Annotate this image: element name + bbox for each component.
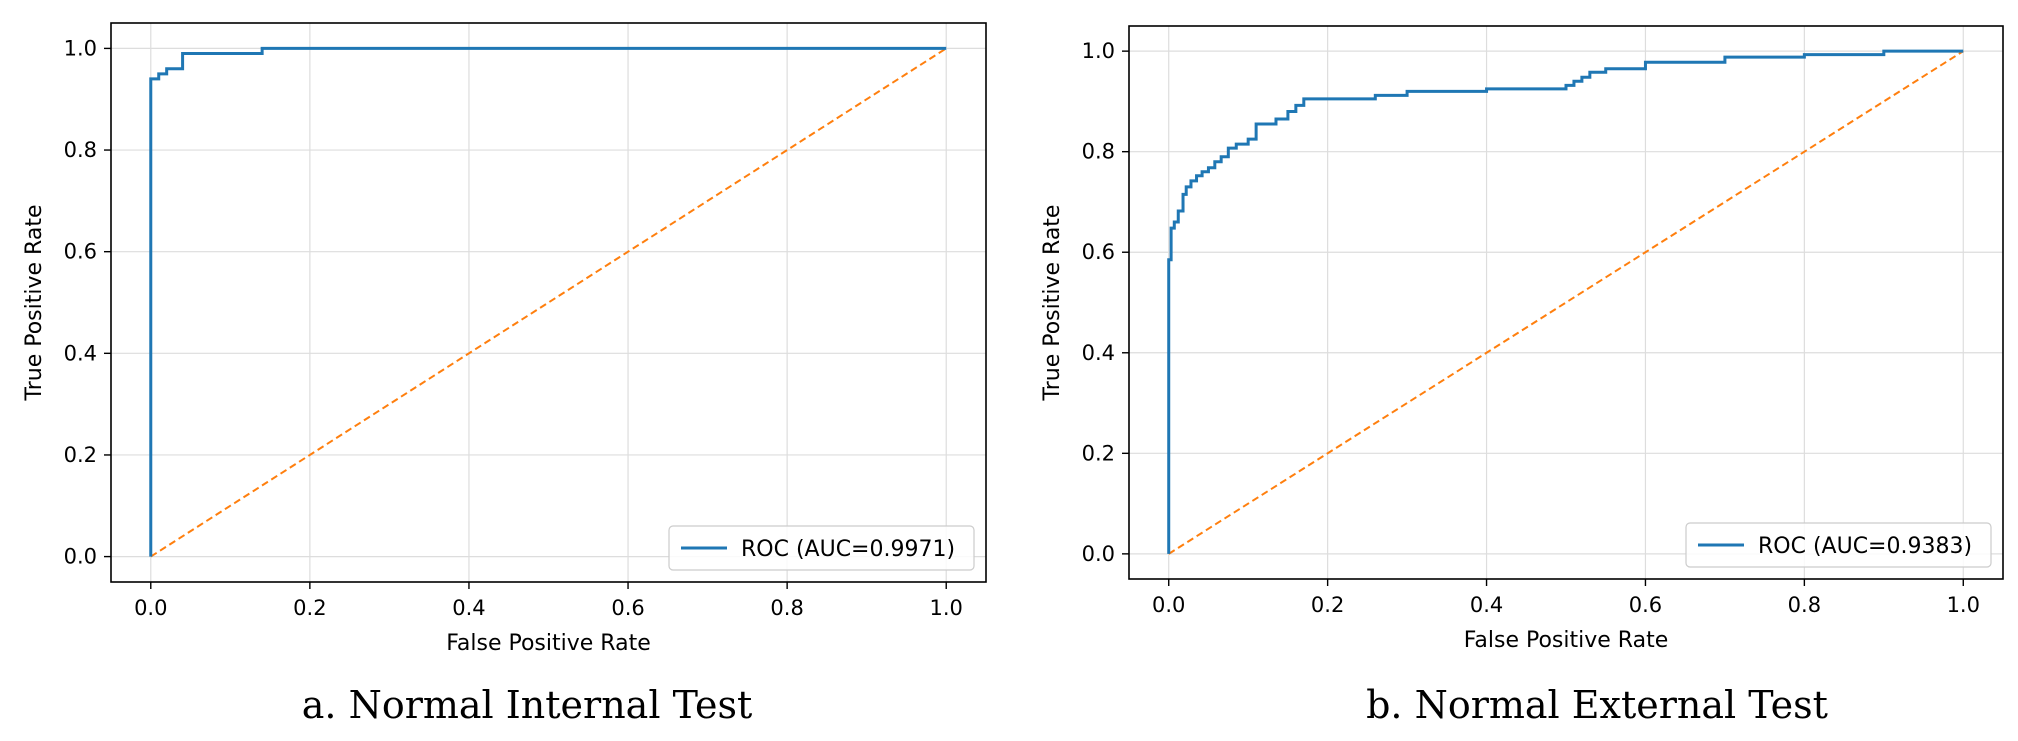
y-tick-label: 0.4 [64, 341, 97, 365]
roc-curve [1167, 49, 1964, 554]
chance-diagonal-line [1168, 50, 1964, 555]
legend-label: ROC (AUC=0.9383) [1758, 534, 1972, 559]
curves [1167, 49, 1964, 555]
panel-caption: a. Normal Internal Test [302, 683, 752, 727]
ticks: 0.0 0.2 0.4 0.6 0.8 1.0 0.0 0.2 0.4 0.6 0.8 1.0 [1082, 39, 1980, 617]
y-tick-label: 1.0 [64, 36, 97, 60]
y-tick-label: 0.6 [1082, 240, 1115, 264]
y-tick-label: 0.4 [1082, 341, 1115, 365]
legend-box [668, 525, 975, 571]
plot-frame [110, 22, 987, 583]
curves [149, 46, 947, 558]
y-tick-label: 0.6 [64, 240, 97, 264]
gridlines [1129, 26, 2003, 579]
ticks: 0.0 0.2 0.4 0.6 0.8 1.0 0.0 0.2 0.4 0.6 0.8 1.0 [64, 36, 963, 620]
y-axis-label: True Positive Rate [22, 205, 47, 402]
legend: ROC (AUC=0.9383) [1685, 522, 1992, 568]
y-tick-label: 0.0 [64, 545, 97, 569]
roc-panel-external: 0.0 0.2 0.4 0.6 0.8 1.0 0.0 0.2 0.4 0.6 0.8 1.0 Fal… [1040, 25, 2004, 727]
x-tick-label: 0.8 [770, 596, 803, 620]
y-tick-label: 0.2 [1082, 441, 1115, 465]
roc-curve [149, 46, 947, 557]
panel-caption: b. Normal External Test [1366, 683, 1828, 727]
x-axis-label: False Positive Rate [1464, 628, 1668, 653]
chance-diagonal-line [150, 47, 947, 558]
y-axis-label: True Positive Rate [1040, 205, 1065, 402]
x-tick-label: 0.4 [1470, 593, 1503, 617]
x-tick-label: 1.0 [930, 596, 963, 620]
x-tick-label: 0.8 [1788, 593, 1821, 617]
y-tick-label: 0.8 [64, 138, 97, 162]
plot-frame [1128, 25, 2004, 580]
x-tick-label: 0.4 [452, 596, 485, 620]
y-tick-label: 1.0 [1082, 39, 1115, 63]
y-tick-label: 0.0 [1082, 542, 1115, 566]
gridlines [111, 23, 986, 582]
x-tick-label: 0.0 [134, 596, 167, 620]
roc-panel-internal: 0.0 0.2 0.4 0.6 0.8 1.0 0.0 0.2 0.4 0.6 0.8 1.0 Fal… [22, 22, 987, 727]
x-tick-label: 1.0 [1947, 593, 1980, 617]
y-tick-label: 0.8 [1082, 140, 1115, 164]
x-axis-label: False Positive Rate [446, 631, 650, 656]
y-tick-label: 0.2 [64, 443, 97, 467]
x-tick-label: 0.6 [1629, 593, 1662, 617]
legend: ROC (AUC=0.9971) [668, 525, 975, 571]
x-tick-label: 0.0 [1152, 593, 1185, 617]
legend-box [1685, 522, 1992, 568]
legend-label: ROC (AUC=0.9971) [741, 537, 955, 562]
x-tick-label: 0.6 [611, 596, 644, 620]
x-tick-label: 0.2 [293, 596, 326, 620]
x-tick-label: 0.2 [1311, 593, 1344, 617]
